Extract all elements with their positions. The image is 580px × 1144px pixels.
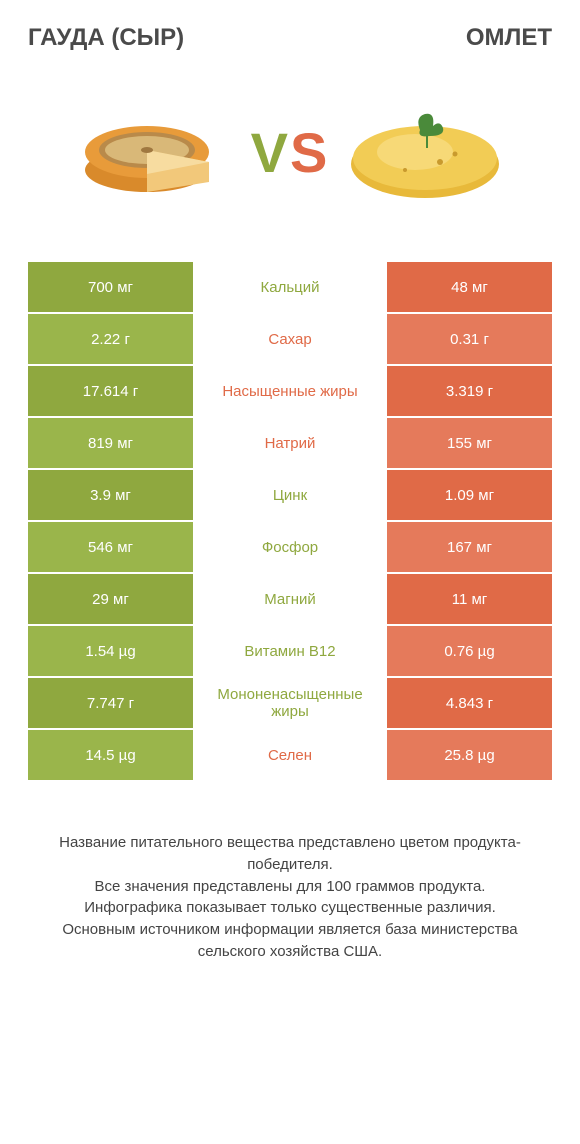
vs-label: VS: [251, 120, 330, 185]
left-value-cell: 2.22 г: [28, 314, 193, 364]
footer-line: Все значения представлены для 100 граммо…: [38, 876, 542, 898]
nutrient-label: Цинк: [193, 470, 387, 520]
table-row: 3.9 мгЦинк1.09 мг: [28, 470, 552, 522]
titles-row: ГАУДА (СЫР) ОМЛЕТ: [28, 24, 552, 52]
table-row: 17.614 гНасыщенные жиры3.319 г: [28, 366, 552, 418]
table-row: 14.5 µgСелен25.8 µg: [28, 730, 552, 782]
footer-line: Название питательного вещества представл…: [38, 832, 542, 876]
left-product-title: ГАУДА (СЫР): [28, 24, 184, 52]
nutrient-label: Фосфор: [193, 522, 387, 572]
nutrient-label: Натрий: [193, 418, 387, 468]
right-value-cell: 11 мг: [387, 574, 552, 624]
nutrition-table: 700 мгКальций48 мг2.22 гСахар0.31 г17.61…: [28, 262, 552, 782]
cheese-icon: [75, 92, 235, 212]
table-row: 2.22 гСахар0.31 г: [28, 314, 552, 366]
table-row: 700 мгКальций48 мг: [28, 262, 552, 314]
right-value-cell: 0.31 г: [387, 314, 552, 364]
left-value-cell: 700 мг: [28, 262, 193, 312]
right-product-title: ОМЛЕТ: [466, 24, 552, 52]
right-value-cell: 4.843 г: [387, 678, 552, 728]
right-value-cell: 3.319 г: [387, 366, 552, 416]
gouda-cheese-image: [75, 92, 235, 212]
nutrient-label: Селен: [193, 730, 387, 780]
right-value-cell: 155 мг: [387, 418, 552, 468]
left-value-cell: 7.747 г: [28, 678, 193, 728]
table-row: 1.54 µgВитамин B120.76 µg: [28, 626, 552, 678]
nutrient-label: Мононенасыщенные жиры: [193, 678, 387, 728]
right-value-cell: 167 мг: [387, 522, 552, 572]
omelette-icon: [345, 92, 505, 212]
infographic-root: ГАУДА (СЫР) ОМЛЕТ VS: [0, 0, 580, 963]
left-value-cell: 14.5 µg: [28, 730, 193, 780]
right-value-cell: 48 мг: [387, 262, 552, 312]
left-value-cell: 819 мг: [28, 418, 193, 468]
footer-line: Инфографика показывает только существенн…: [38, 897, 542, 919]
nutrient-label: Сахар: [193, 314, 387, 364]
left-value-cell: 546 мг: [28, 522, 193, 572]
table-row: 546 мгФосфор167 мг: [28, 522, 552, 574]
nutrient-label: Магний: [193, 574, 387, 624]
nutrient-label: Насыщенные жиры: [193, 366, 387, 416]
vs-s: S: [290, 121, 329, 184]
nutrient-label: Витамин B12: [193, 626, 387, 676]
left-value-cell: 29 мг: [28, 574, 193, 624]
left-value-cell: 1.54 µg: [28, 626, 193, 676]
footer-line: Основным источником информации является …: [38, 919, 542, 963]
left-value-cell: 17.614 г: [28, 366, 193, 416]
images-row: VS: [28, 82, 552, 222]
right-value-cell: 1.09 мг: [387, 470, 552, 520]
right-value-cell: 0.76 µg: [387, 626, 552, 676]
table-row: 7.747 гМононенасыщенные жиры4.843 г: [28, 678, 552, 730]
right-value-cell: 25.8 µg: [387, 730, 552, 780]
nutrient-label: Кальций: [193, 262, 387, 312]
vs-v: V: [251, 121, 290, 184]
footer-notes: Название питательного вещества представл…: [28, 832, 552, 963]
omelette-image: [345, 92, 505, 212]
table-row: 29 мгМагний11 мг: [28, 574, 552, 626]
table-row: 819 мгНатрий155 мг: [28, 418, 552, 470]
left-value-cell: 3.9 мг: [28, 470, 193, 520]
